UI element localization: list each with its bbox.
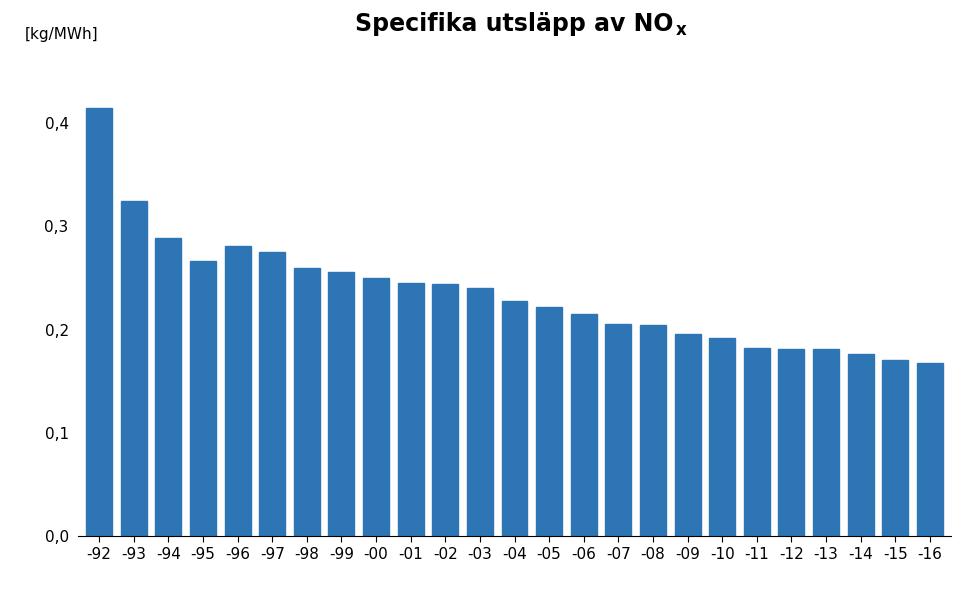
Bar [848, 353, 873, 536]
Bar [190, 260, 216, 536]
Text: x: x [676, 21, 686, 39]
Bar [432, 284, 459, 536]
Bar [363, 278, 389, 536]
Bar [606, 324, 631, 536]
Bar [294, 268, 319, 536]
Text: [kg/MWh]: [kg/MWh] [24, 27, 98, 42]
Bar [917, 363, 943, 536]
Bar [570, 314, 597, 536]
Bar [502, 301, 527, 536]
Bar [778, 349, 805, 536]
Bar [536, 307, 563, 536]
Bar [640, 325, 666, 536]
Bar [466, 288, 493, 536]
Bar [260, 252, 285, 536]
Bar [882, 360, 908, 536]
Bar [86, 108, 112, 536]
Bar [674, 334, 701, 536]
Bar [398, 283, 423, 536]
Bar [744, 349, 769, 536]
Bar [156, 238, 181, 536]
Bar [121, 201, 147, 536]
Bar [813, 349, 839, 536]
Bar [224, 246, 251, 536]
Text: Specifika utsläpp av NO: Specifika utsläpp av NO [356, 12, 674, 36]
Bar [710, 338, 735, 536]
Bar [328, 272, 355, 536]
